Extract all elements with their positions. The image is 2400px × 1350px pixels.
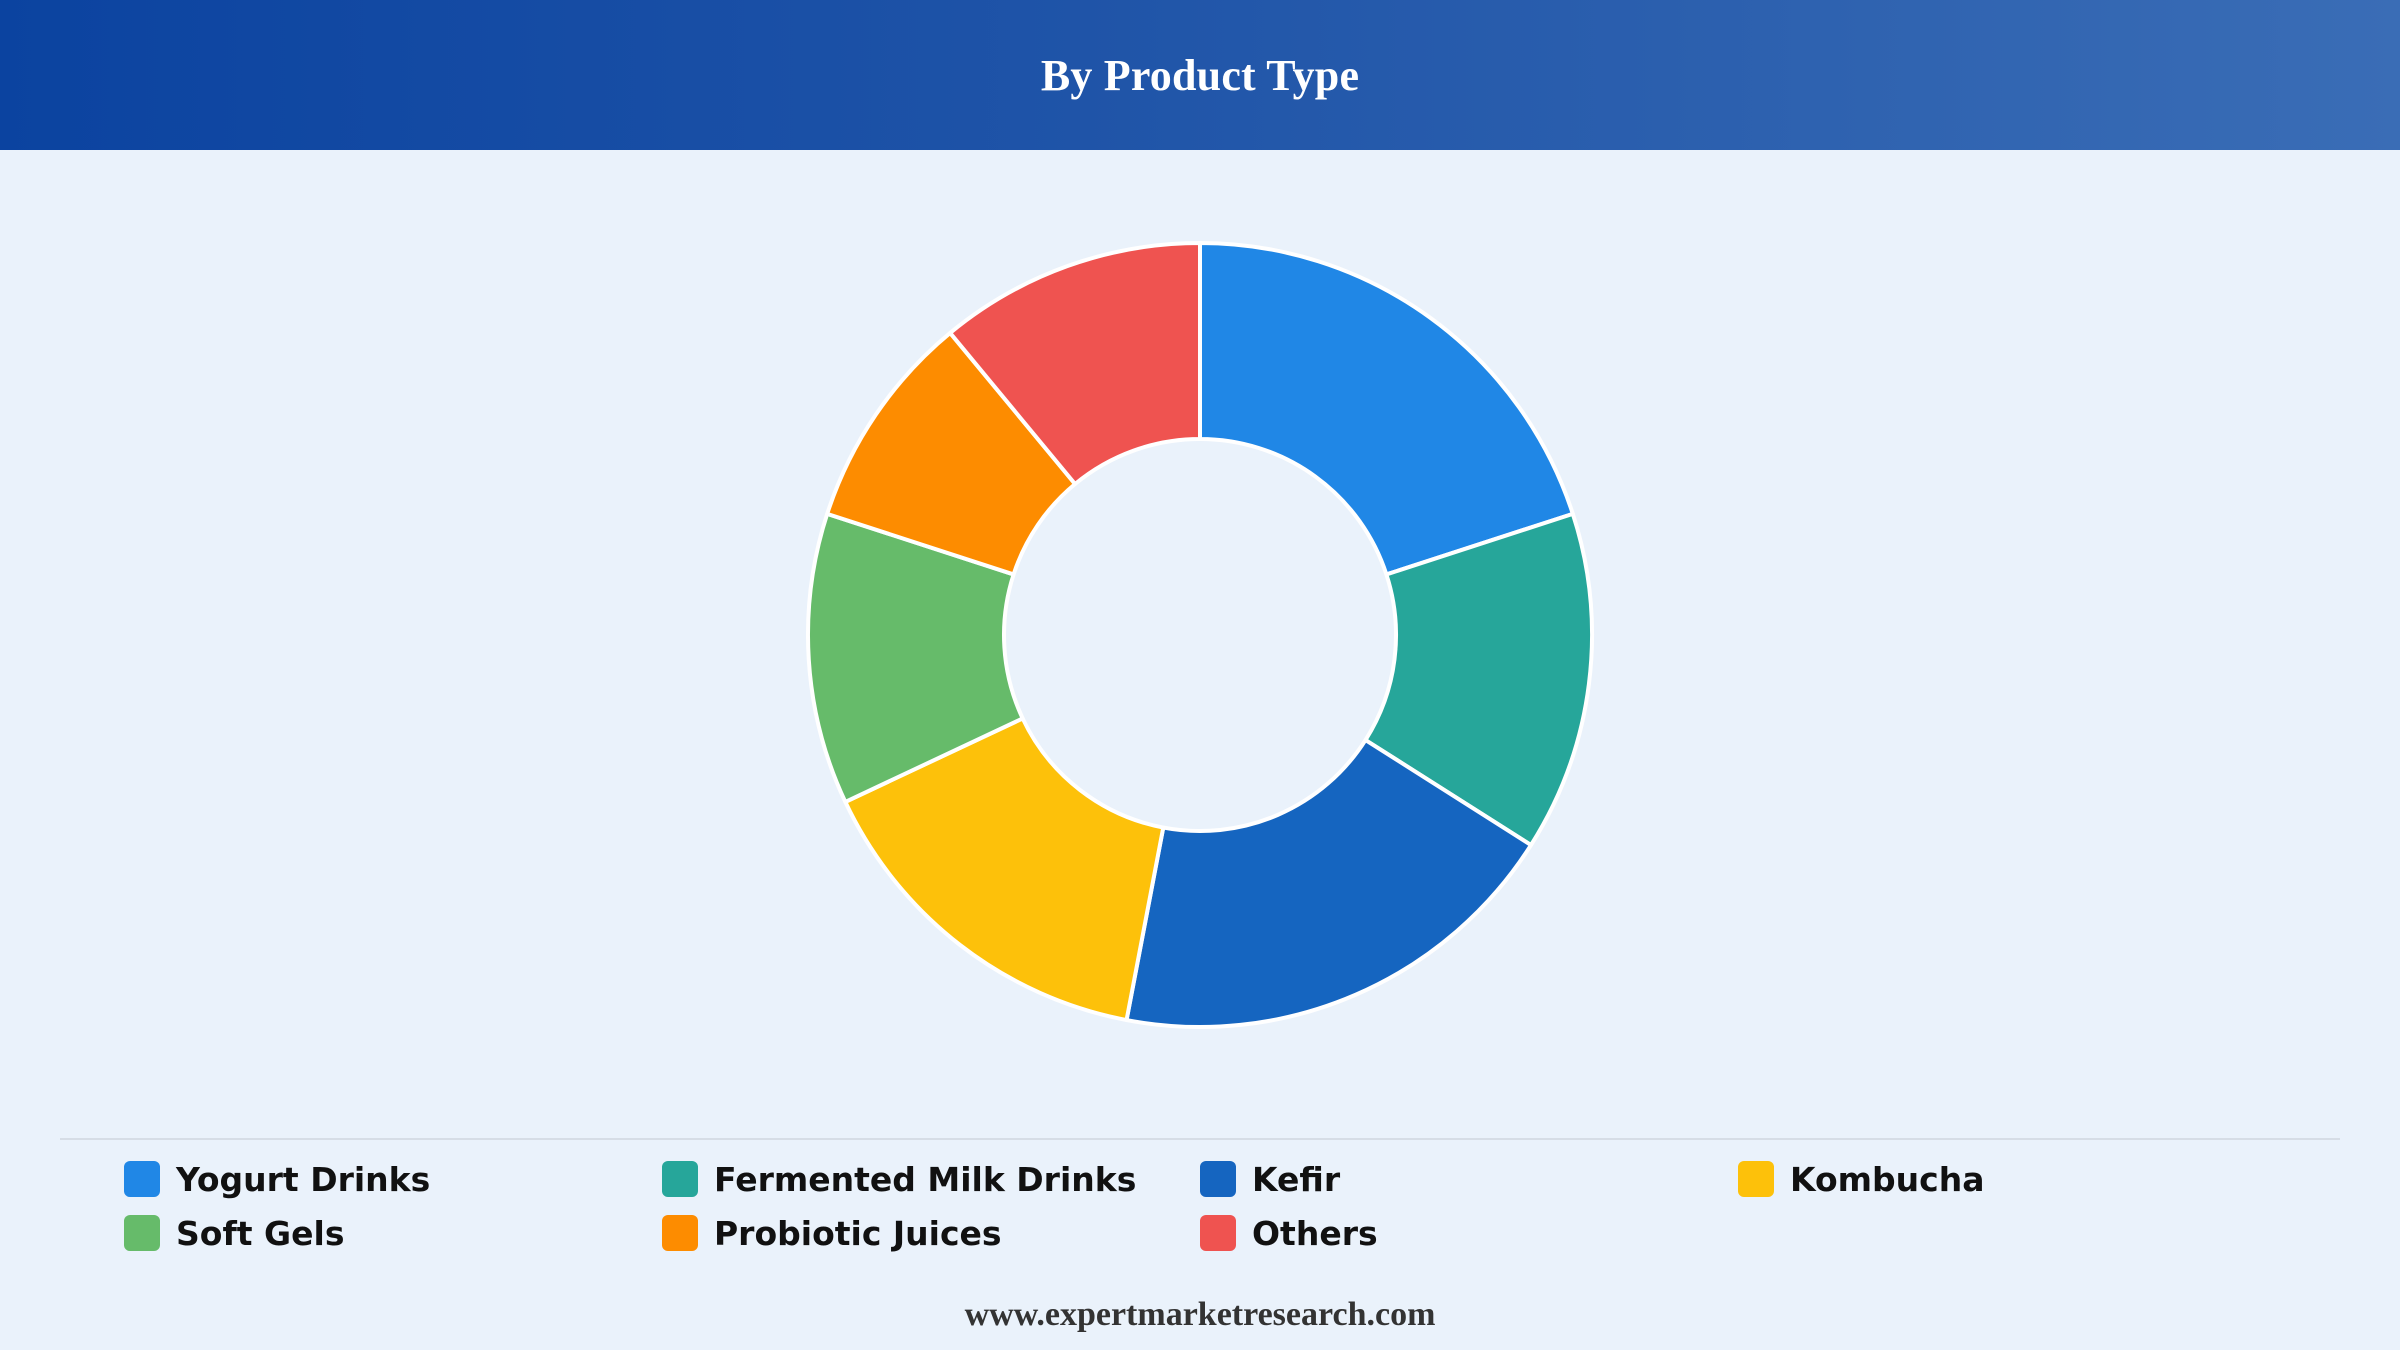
donut-slices: [806, 241, 1594, 1029]
slice-kefir: [1124, 738, 1533, 1029]
slice-fermented-milk-drinks: [1363, 511, 1594, 848]
chart-title: By Product Type: [1040, 50, 1360, 100]
legend-label: Soft Gels: [176, 1213, 345, 1253]
legend-swatch: [124, 1215, 160, 1251]
legend-label: Others: [1252, 1213, 1378, 1253]
legend-item-probiotic-juices: Probiotic Juices: [662, 1206, 1200, 1260]
slice-others: [948, 241, 1202, 486]
legend-swatch: [1200, 1161, 1236, 1197]
slice-yogurt-drinks: [1198, 241, 1575, 577]
legend-label: Yogurt Drinks: [176, 1159, 431, 1199]
slice-soft-gels: [806, 511, 1025, 804]
legend-swatch: [662, 1215, 698, 1251]
legend-item-yogurt-drinks: Yogurt Drinks: [124, 1152, 662, 1206]
legend-divider: [60, 1138, 2340, 1140]
donut-chart: [806, 241, 1594, 1029]
legend-item-fermented-milk-drinks: Fermented Milk Drinks: [662, 1152, 1200, 1206]
slice-kombucha: [843, 716, 1166, 1023]
legend-label: Kombucha: [1790, 1159, 1985, 1199]
legend-swatch: [1200, 1215, 1236, 1251]
header-bar: By Product Type: [0, 0, 2400, 150]
legend-swatch: [1738, 1161, 1774, 1197]
legend-label: Probiotic Juices: [714, 1213, 1002, 1253]
legend-item-kombucha: Kombucha: [1738, 1152, 2276, 1206]
footer-source-url: www.expertmarketresearch.com: [964, 1296, 1436, 1333]
chart-area: [0, 150, 2400, 1140]
legend: Yogurt Drinks Fermented Milk Drinks Kefi…: [124, 1152, 2324, 1260]
legend-item-kefir: Kefir: [1200, 1152, 1738, 1206]
legend-swatch: [124, 1161, 160, 1197]
legend-item-others: Others: [1200, 1206, 1738, 1260]
legend-swatch: [662, 1161, 698, 1197]
legend-label: Fermented Milk Drinks: [714, 1159, 1137, 1199]
legend-item-soft-gels: Soft Gels: [124, 1206, 662, 1260]
legend-label: Kefir: [1252, 1159, 1341, 1199]
